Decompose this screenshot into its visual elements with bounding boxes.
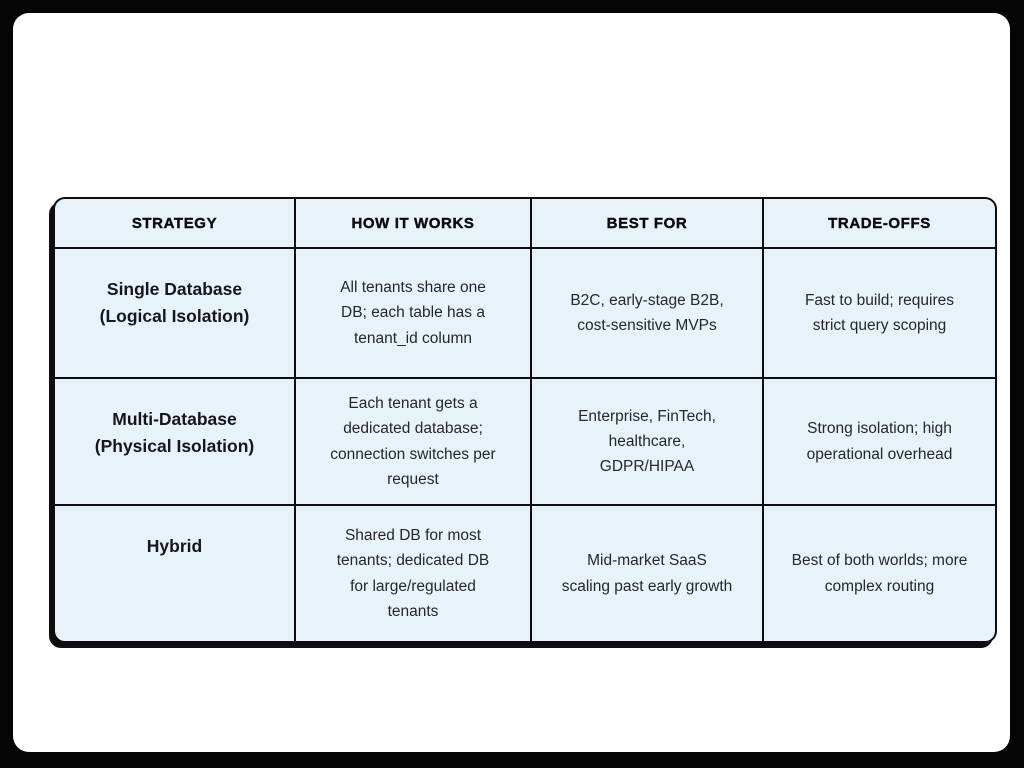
- header-cell-how-it-works: HOW IT WORKS: [296, 199, 532, 249]
- cell-text: Best of both worlds; more complex routin…: [791, 552, 968, 595]
- table-grid: STRATEGY HOW IT WORKS BEST FOR TRADE-OFF…: [55, 199, 995, 641]
- cell-best-for-single-database: B2C, early-stage B2B, cost-sensitive MVP…: [532, 249, 764, 379]
- cell-how-it-works-single-database: All tenants share one DB; each table has…: [296, 249, 532, 379]
- header-label: HOW IT WORKS: [351, 214, 475, 232]
- strategy-comparison-table: STRATEGY HOW IT WORKS BEST FOR TRADE-OFF…: [53, 197, 997, 643]
- cell-text: All tenants share one DB; each table has…: [340, 279, 486, 347]
- cell-text: Enterprise, FinTech, healthcare, GDPR/HI…: [578, 407, 716, 476]
- cell-strategy-multi-database: Multi-Database (Physical Isolation): [55, 379, 296, 506]
- header-cell-strategy: STRATEGY: [55, 199, 296, 249]
- cell-trade-offs-single-database: Fast to build; requires strict query sco…: [764, 249, 995, 379]
- cell-text: Shared DB for most tenants; dedicated DB…: [336, 527, 490, 620]
- strategy-name: Multi-Database (Physical Isolation): [94, 409, 255, 457]
- cell-best-for-multi-database: Enterprise, FinTech, healthcare, GDPR/HI…: [532, 379, 764, 506]
- cell-strategy-hybrid: Hybrid: [55, 506, 296, 641]
- strategy-name: Hybrid: [146, 536, 203, 556]
- cell-text: B2C, early-stage B2B, cost-sensitive MVP…: [570, 291, 724, 334]
- content-card: STRATEGY HOW IT WORKS BEST FOR TRADE-OFF…: [13, 13, 1010, 752]
- cell-how-it-works-hybrid: Shared DB for most tenants; dedicated DB…: [296, 506, 532, 641]
- header-label: TRADE-OFFS: [828, 214, 931, 232]
- header-cell-best-for: BEST FOR: [532, 199, 764, 249]
- cell-how-it-works-multi-database: Each tenant gets a dedicated database; c…: [296, 379, 532, 506]
- header-label: STRATEGY: [131, 214, 218, 232]
- cell-trade-offs-hybrid: Best of both worlds; more complex routin…: [764, 506, 995, 641]
- cell-text: Fast to build; requires strict query sco…: [804, 291, 955, 334]
- cell-strategy-single-database: Single Database (Logical Isolation): [55, 249, 296, 379]
- cell-trade-offs-multi-database: Strong isolation; high operational overh…: [764, 379, 995, 506]
- cell-best-for-hybrid: Mid-market SaaS scaling past early growt…: [532, 506, 764, 641]
- header-cell-trade-offs: TRADE-OFFS: [764, 199, 995, 249]
- strategy-name: Single Database (Logical Isolation): [99, 279, 250, 327]
- cell-text: Mid-market SaaS scaling past early growt…: [561, 552, 733, 595]
- header-label: BEST FOR: [606, 214, 688, 232]
- cell-text: Each tenant gets a dedicated database; c…: [330, 395, 496, 488]
- cell-text: Strong isolation; high operational overh…: [806, 420, 953, 463]
